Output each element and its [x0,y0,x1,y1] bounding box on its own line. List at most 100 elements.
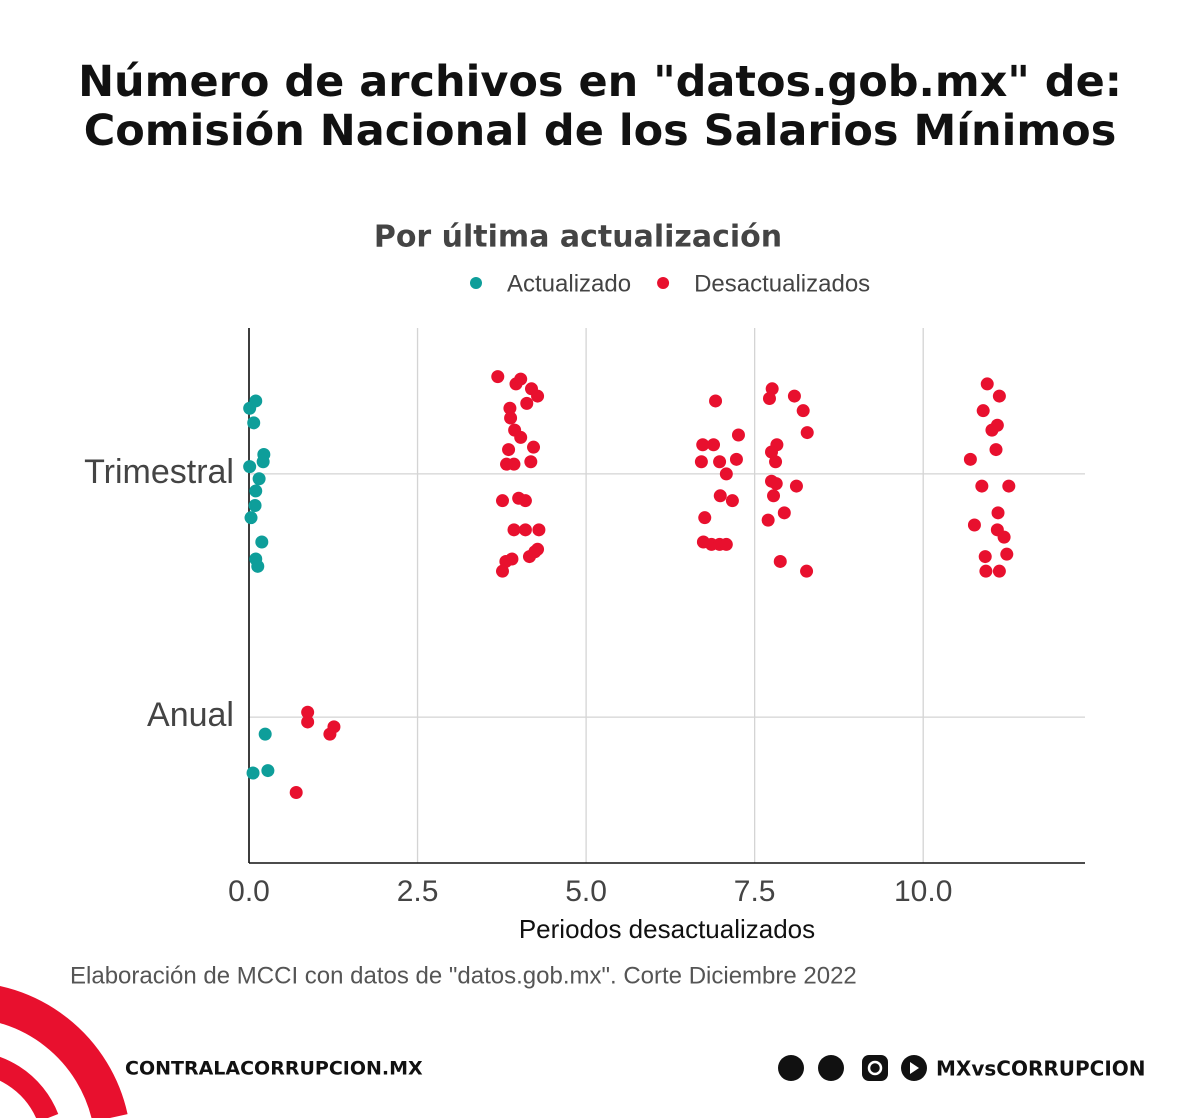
point [769,477,783,491]
point [518,523,532,537]
point [777,506,791,520]
point [694,455,708,469]
legend-label: Actualizado [507,270,631,297]
instagram-icon-lens [867,1060,883,1076]
point [992,564,1006,578]
point [301,715,315,729]
point [713,489,727,503]
point [255,535,269,549]
point [507,523,521,537]
point [991,506,1005,520]
point [1002,479,1016,493]
point [256,455,270,469]
point [765,445,778,459]
point [520,396,534,410]
point [261,764,275,778]
point [243,401,257,415]
chart-title: Número de archivos en "datos.gob.mx" de:… [78,57,1122,156]
point [719,537,733,551]
point [502,443,516,457]
point [713,455,727,469]
point [301,705,315,719]
twitter-icon [818,1055,844,1081]
youtube-icon-play [910,1062,919,1074]
instagram-icon [862,1055,888,1081]
legend: Actualizado Desactualizados [470,270,870,297]
point [504,411,518,425]
chart-subtitle: Por última actualización [374,220,782,255]
point [514,430,528,444]
y-tick-label: Anual [147,696,234,734]
point [249,484,263,498]
social-icons [778,1055,927,1081]
point [992,389,1006,403]
point [503,401,517,415]
point [967,518,981,532]
point [719,467,733,481]
point [696,438,710,452]
point [997,530,1011,544]
point [761,513,775,527]
point [731,428,745,442]
point [975,479,989,493]
x-tick-label: 2.5 [397,875,439,908]
x-tick-label: 0.0 [228,875,270,908]
x-tick-label: 7.5 [734,875,776,908]
logo-arc [0,986,128,1118]
point [532,523,546,537]
point [773,554,787,568]
point [762,392,776,406]
logo-arc [0,1057,59,1118]
point [518,494,532,508]
point [531,389,545,403]
point [289,785,303,799]
point [980,377,994,391]
point [979,564,993,578]
footer-handle: MXvsCORRUPCION [936,1057,1146,1081]
point [985,423,999,437]
point [963,452,977,466]
point [251,559,265,573]
point [531,542,545,556]
y-tick-label: Trimestral [84,453,234,491]
point [243,460,257,474]
legend-label: Desactualizados [694,270,870,297]
x-tick-label: 5.0 [565,875,607,908]
point [252,472,266,486]
legend-marker [657,277,670,289]
point [707,438,721,452]
point [725,494,739,508]
point [978,550,992,564]
point [258,727,272,741]
x-tick-label: 10.0 [894,875,952,908]
point [524,455,538,469]
facebook-icon [778,1055,804,1081]
point [495,564,509,578]
footer-site: CONTRALACORRUPCION.MX [125,1058,423,1080]
point [729,452,743,466]
point [527,440,541,454]
point [500,457,514,471]
legend-marker [470,277,482,289]
point [698,511,712,525]
point [796,404,810,418]
point [514,372,528,386]
point [491,370,505,384]
point [709,394,723,408]
point [976,404,990,418]
point [248,499,262,513]
point [767,489,781,503]
point [244,511,258,525]
point [989,443,1003,457]
point [323,727,337,741]
point [247,416,261,430]
point [800,564,814,578]
caption: Elaboración de MCCI con datos de "datos.… [70,962,857,989]
point [789,479,803,493]
point [787,389,801,403]
point [800,426,814,440]
point [769,455,783,469]
point [495,494,509,508]
